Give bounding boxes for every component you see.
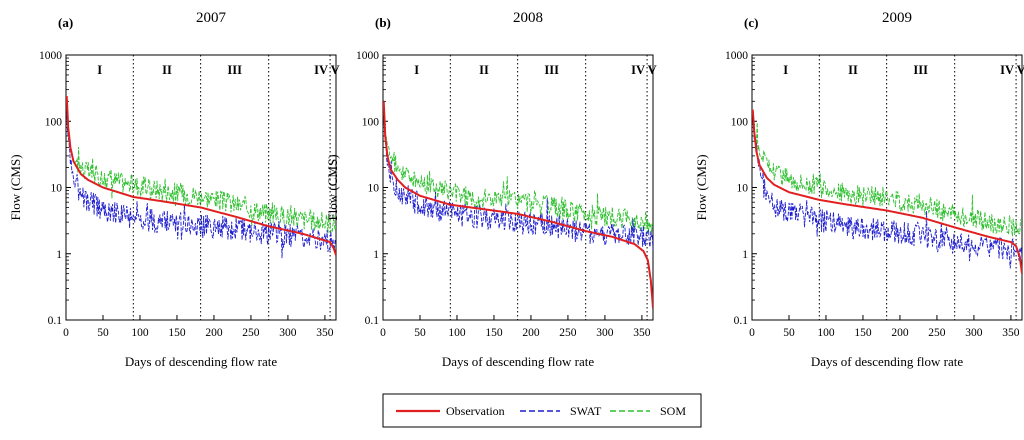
x-tick-label-2009: 50 [783,327,795,339]
series-line-som-2007 [66,107,336,234]
y-axis-title-2007: Flow (CMS) [8,154,23,220]
y-axis-title-2008: Flow (CMS) [325,154,340,220]
period-label-2008: II [479,63,489,77]
x-tick-label-2009: 200 [891,327,909,339]
y-axis-title-2009: Flow (CMS) [694,154,709,220]
y-tick-label-2008: 1 [373,249,379,261]
x-axis-title-2007: Days of descending flow rate [125,354,278,369]
panel-title-2007: 2007 [196,10,227,26]
y-tick-label-2007: 1000 [39,50,62,62]
x-tick-label-2008: 200 [522,327,540,339]
period-label-2009: II [848,63,858,77]
series-line-som-2009 [752,115,1022,237]
x-tick-label-2008: 150 [485,327,503,339]
y-tick-label-2008: 100 [362,116,380,128]
x-tick-label-2007: 50 [97,327,109,339]
x-axis-title-2009: Days of descending flow rate [811,354,964,369]
panel-2009: (c) 2009 0.1 1 10 100 1000 0 50 100 150 200 250 300 35… [694,10,1024,369]
panel-letter-2007: (a) [58,15,73,30]
x-tick-label-2008: 0 [380,327,386,339]
x-tick-label-2007: 200 [205,327,223,339]
panel-letter-2008: (b) [375,15,391,30]
x-axis-title-2008: Days of descending flow rate [442,354,595,369]
period-label-2007: I [97,63,102,77]
x-tick-label-2008: 300 [596,327,614,339]
y-tick-label-2009: 100 [731,116,749,128]
series-line-observation-2009 [752,109,1022,274]
period-label-2007: IV [314,63,328,77]
period-label-2009: V [1017,63,1024,77]
y-tick-label-2009: 1000 [725,50,748,62]
legend: Observation SWAT SOM [382,393,702,428]
series-line-swat-2009 [752,119,1022,269]
x-tick-label-2008: 250 [559,327,577,339]
panel-title-2008: 2008 [513,10,543,26]
x-tick-label-2009: 250 [928,327,946,339]
x-tick-label-2008: 50 [414,327,426,339]
x-tick-label-2009: 150 [854,327,872,339]
legend-label-swat: SWAT [570,404,602,418]
y-tick-label-2007: 0.1 [48,315,63,327]
period-label-2008: III [544,63,559,77]
period-label-2009: IV [1000,63,1014,77]
legend-label-observation: Observation [446,404,505,418]
series-line-observation-2008 [383,101,653,309]
series-line-swat-2008 [383,119,653,252]
y-tick-label-2008: 10 [368,183,380,195]
x-tick-label-2009: 300 [965,327,983,339]
y-tick-label-2009: 10 [737,183,749,195]
x-tick-label-2008: 350 [633,327,651,339]
x-tick-label-2007: 150 [168,327,186,339]
period-label-2007: III [227,63,242,77]
period-label-2008: I [414,63,419,77]
period-label-2009: I [783,63,788,77]
x-tick-label-2007: 100 [131,327,149,339]
legend-label-som: SOM [660,404,686,418]
series-line-observation-2007 [66,96,336,256]
x-tick-label-2009: 100 [817,327,835,339]
y-tick-label-2008: 1000 [356,50,379,62]
panel-letter-2009: (c) [744,15,758,30]
x-tick-label-2007: 300 [279,327,297,339]
x-tick-label-2007: 0 [63,327,69,339]
x-tick-label-2007: 250 [242,327,260,339]
panel-title-2009: 2009 [882,10,912,26]
x-tick-label-2009: 0 [749,327,755,339]
x-tick-label-2008: 100 [448,327,466,339]
period-label-2008: V [648,63,657,77]
panel-2007: (a) 2007 0.1 1 10 100 1000 0 50 100 150 200 250 300 35… [8,10,340,369]
y-tick-label-2008: 0.1 [365,315,380,327]
period-label-2007: II [162,63,172,77]
y-tick-label-2007: 10 [51,183,63,195]
y-tick-label-2009: 0.1 [734,315,749,327]
y-tick-label-2007: 100 [45,116,63,128]
series-line-swat-2007 [66,110,336,259]
period-label-2008: IV [631,63,645,77]
period-label-2009: III [913,63,928,77]
x-tick-label-2007: 350 [316,327,334,339]
y-tick-label-2009: 1 [742,249,748,261]
y-tick-label-2007: 1 [56,249,62,261]
series-line-som-2008 [383,113,653,234]
period-label-2007: V [331,63,340,77]
panel-2008: (b) 2008 0.1 1 10 100 1000 0 50 100 150 200 250 300 35… [325,10,657,369]
x-tick-label-2009: 350 [1002,327,1020,339]
